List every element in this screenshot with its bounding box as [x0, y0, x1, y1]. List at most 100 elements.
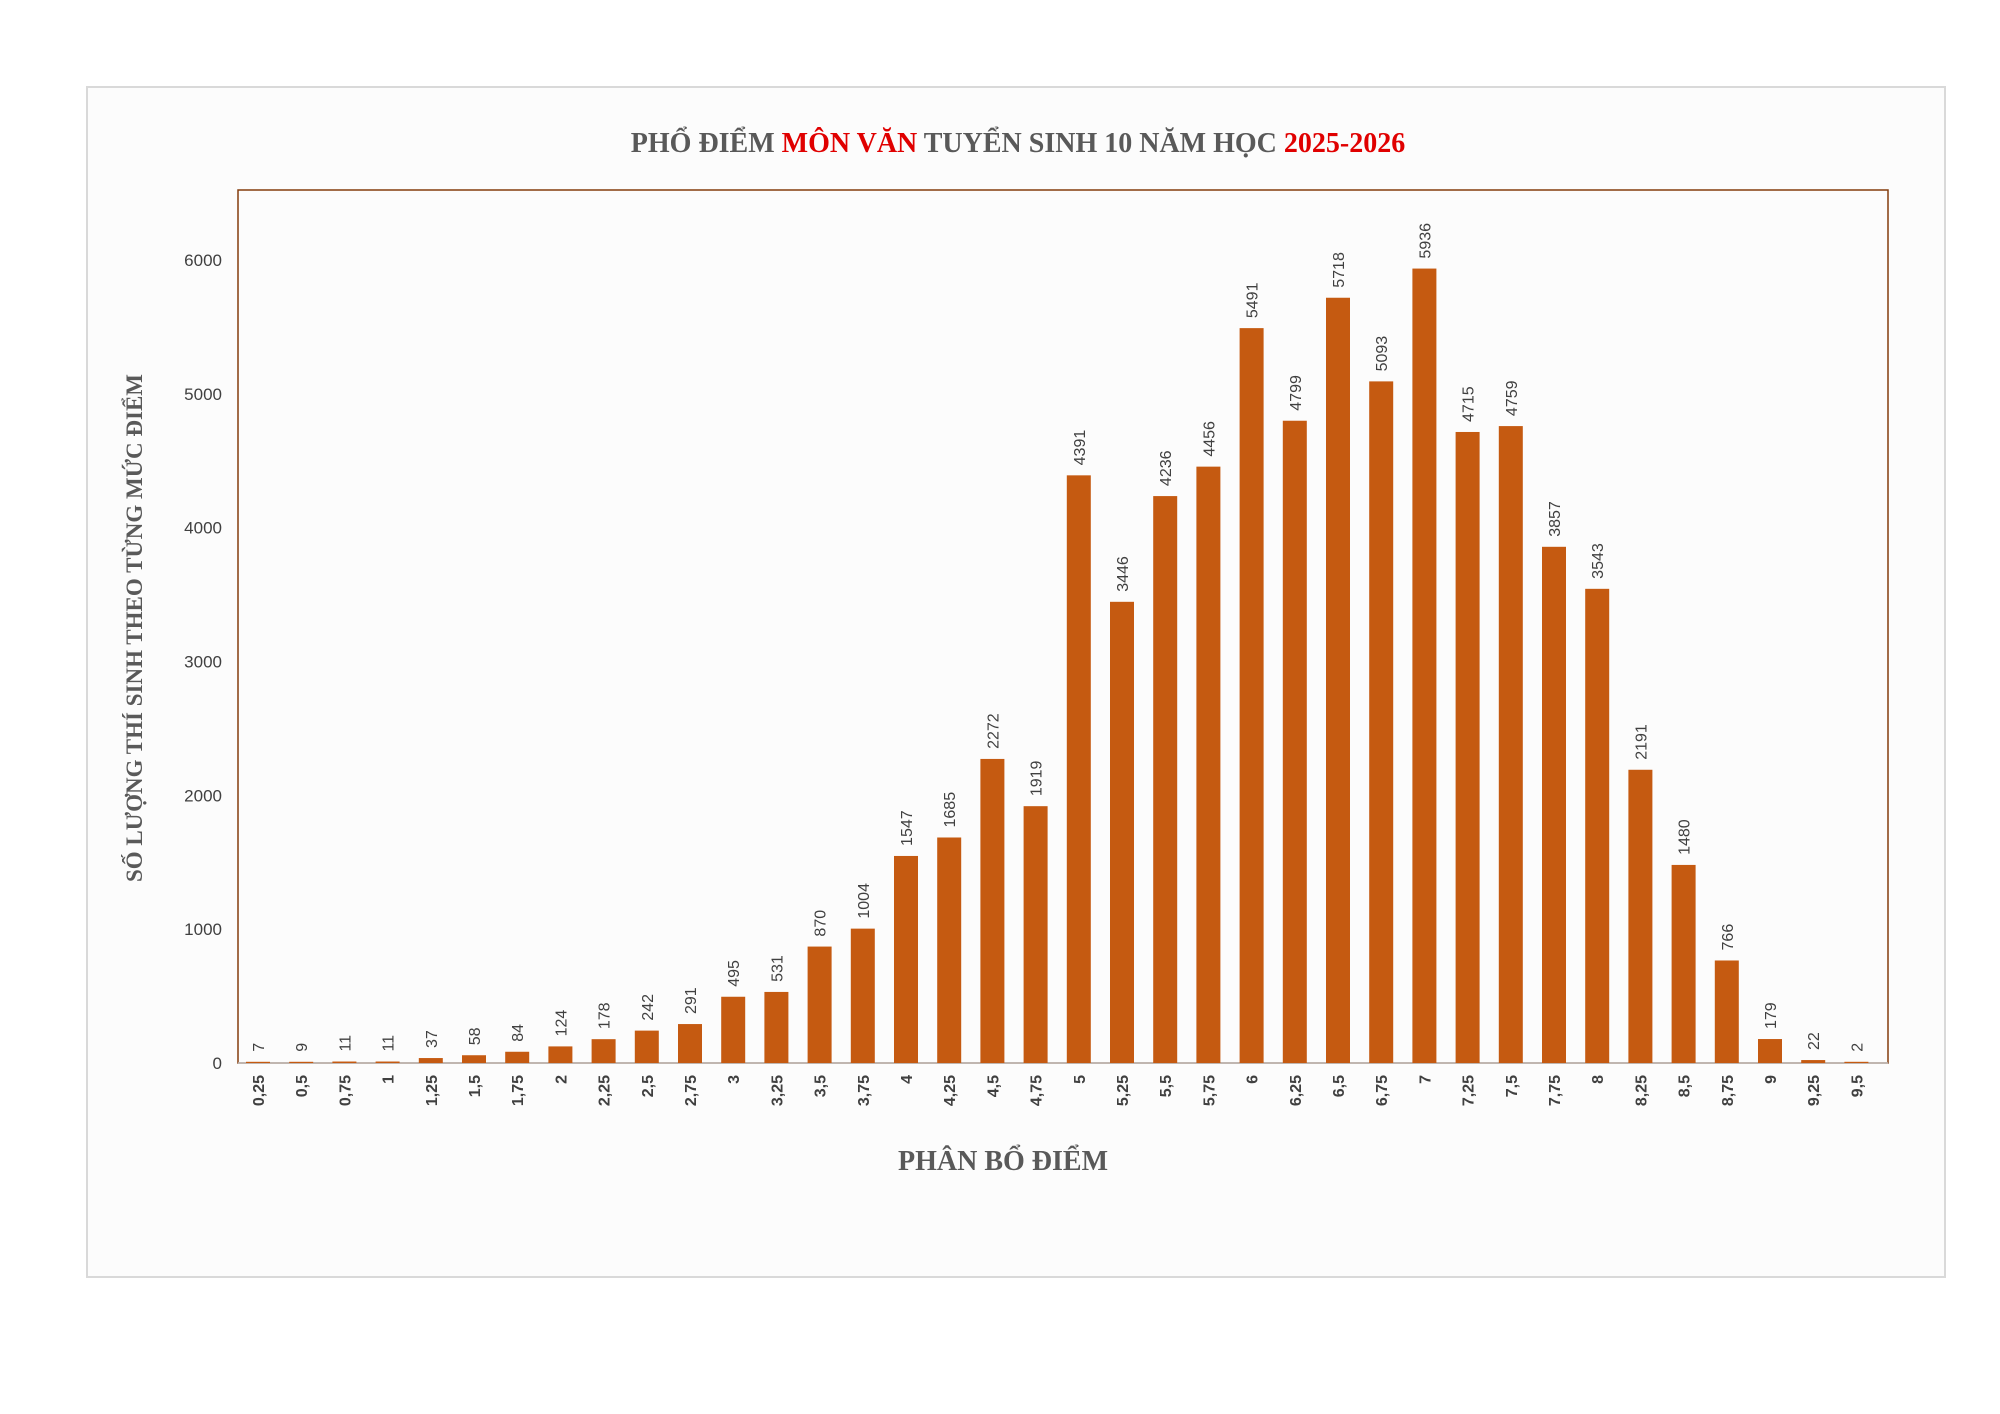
data-label: 58: [467, 1027, 484, 1045]
bar-5,25: [1110, 601, 1134, 1063]
bar-3: [721, 996, 746, 1063]
x-tick-label: 9: [1763, 1075, 1780, 1084]
x-tick-label: 8,75: [1720, 1075, 1737, 1106]
data-label: 4236: [1158, 450, 1175, 486]
title-part-3: TUYỂN SINH 10 NĂM HỌC: [917, 127, 1284, 159]
y-tick-label: 4000: [184, 519, 222, 538]
bar-4,5: [980, 758, 1005, 1063]
x-tick-label: 1,75: [510, 1075, 527, 1106]
x-axis-label: PHÂN BỔ ĐIỂM: [898, 1145, 1108, 1177]
data-label: 4715: [1461, 386, 1478, 422]
x-tick-label: 7,25: [1461, 1075, 1478, 1106]
bar-2,5: [634, 1030, 659, 1063]
data-label: 5936: [1417, 223, 1434, 259]
bar-8,75: [1714, 960, 1739, 1063]
x-tick-label: 4,5: [985, 1075, 1002, 1097]
data-label: 2: [1849, 1043, 1866, 1052]
data-label: 11: [381, 1035, 398, 1052]
bar-7,75: [1542, 546, 1566, 1063]
bar-1,25: [418, 1058, 443, 1063]
bar-9,5: [1844, 1061, 1869, 1063]
x-tick-label: 4: [899, 1075, 916, 1084]
title-subject: MÔN VĂN: [782, 128, 918, 159]
y-tick-label: 6000: [184, 251, 222, 270]
x-tick-label: 3,75: [856, 1075, 873, 1106]
x-tick-label: 0,5: [294, 1075, 311, 1097]
x-tick-label: 5,5: [1158, 1075, 1175, 1097]
bar-8: [1585, 588, 1610, 1063]
x-tick-label: 5: [1072, 1075, 1089, 1084]
data-label: 1547: [899, 810, 916, 846]
chart-frame: PHỔ ĐIỂM MÔN VĂN TUYỂN SINH 10 NĂM HỌC 2…: [86, 86, 1946, 1278]
bar-4,75: [1023, 806, 1048, 1063]
data-label: 766: [1720, 924, 1737, 951]
data-label: 7: [251, 1043, 268, 1052]
bar-6,5: [1326, 297, 1350, 1064]
data-label: 2272: [985, 713, 1002, 749]
data-label: 11: [337, 1035, 354, 1052]
x-tick-label: 0,25: [251, 1075, 268, 1106]
data-label: 2191: [1633, 724, 1650, 760]
bar-2,25: [591, 1039, 616, 1063]
title-year: 2025-2026: [1284, 128, 1405, 159]
x-tick-label: 5,75: [1201, 1075, 1218, 1106]
bar-0,75: [332, 1061, 357, 1063]
data-label: 84: [510, 1024, 527, 1042]
bar-9,25: [1801, 1060, 1826, 1063]
data-label: 22: [1806, 1032, 1823, 1050]
x-tick-label: 1,25: [424, 1075, 441, 1106]
x-tick-label: 8,5: [1677, 1075, 1694, 1097]
data-label: 178: [597, 1002, 614, 1029]
bar-1: [375, 1061, 400, 1063]
x-tick-label: 9,5: [1849, 1075, 1866, 1097]
bar-1,5: [462, 1055, 486, 1063]
x-tick-label: 3,5: [813, 1075, 830, 1097]
bar-5: [1066, 475, 1091, 1063]
x-tick-label: 6,25: [1288, 1075, 1305, 1106]
bar-2,75: [678, 1024, 702, 1063]
x-tick-label: 7,75: [1547, 1075, 1564, 1106]
data-label: 1685: [942, 792, 959, 828]
data-label: 4799: [1288, 375, 1305, 411]
bar-0,25: [246, 1061, 270, 1063]
data-label: 495: [726, 960, 743, 987]
bar-2: [548, 1046, 573, 1063]
x-tick-label: 2,25: [597, 1075, 614, 1106]
x-tick-label: 7,5: [1504, 1075, 1521, 1097]
bar-0,5: [289, 1061, 314, 1063]
y-tick-label: 2000: [184, 786, 222, 805]
x-tick-label: 2: [553, 1075, 570, 1084]
bars-group: [246, 268, 1869, 1064]
bar-7: [1412, 268, 1437, 1064]
data-label: 37: [424, 1030, 441, 1048]
data-label: 4391: [1072, 430, 1089, 466]
x-tick-label: 6,5: [1331, 1075, 1348, 1097]
x-tick-label: 1,5: [467, 1075, 484, 1097]
data-label: 124: [553, 1010, 570, 1037]
x-axis-ticks: 0,25 0,5 0,75 1 1,25 1,5 1,75 2 2,25 2,5 2,75 3 3,25…: [251, 1075, 1866, 1106]
x-tick-label: 4,75: [1029, 1075, 1046, 1106]
y-axis-ticks: 0 1000 2000 3000 4000 5000 6000: [184, 251, 222, 1073]
x-tick-label: 4,25: [942, 1075, 959, 1106]
data-label: 1480: [1677, 819, 1694, 855]
data-label: 5491: [1245, 282, 1262, 318]
bar-3,75: [850, 928, 875, 1063]
data-label: 9: [294, 1043, 311, 1052]
data-label: 5718: [1331, 252, 1348, 288]
x-tick-label: 6: [1245, 1075, 1262, 1084]
data-label: 1919: [1029, 760, 1046, 796]
x-tick-label: 2,5: [640, 1075, 657, 1097]
data-label: 870: [813, 910, 830, 937]
x-tick-label: 7: [1417, 1075, 1434, 1084]
chart-title: PHỔ ĐIỂM MÔN VĂN TUYỂN SINH 10 NĂM HỌC 2…: [631, 127, 1405, 159]
x-tick-label: 9,25: [1806, 1075, 1823, 1106]
chart-svg: PHỔ ĐIỂM MÔN VĂN TUYỂN SINH 10 NĂM HỌC 2…: [121, 127, 1889, 1177]
x-tick-label: 5,25: [1115, 1075, 1132, 1106]
bar-3,25: [764, 991, 789, 1063]
bar-9: [1758, 1039, 1782, 1063]
y-axis-label: SỐ LƯỢNG THÍ SINH THEO TỪNG MỨC ĐIỂM: [121, 374, 147, 882]
data-labels-group: 7 9 11 11 37 58 84 124 178 242 291 495 531 870 1004 154…: [251, 223, 1866, 1052]
bar-6: [1239, 328, 1264, 1063]
data-label: 3446: [1115, 556, 1132, 592]
bar-4,25: [937, 837, 962, 1063]
